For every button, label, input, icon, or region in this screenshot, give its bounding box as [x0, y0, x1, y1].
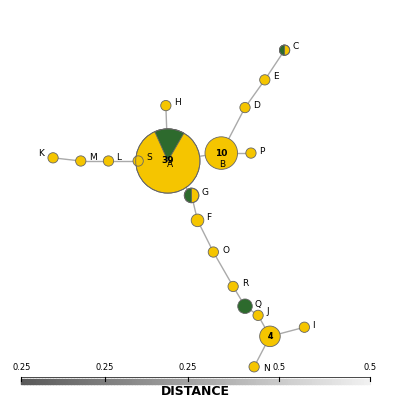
Circle shape [76, 156, 86, 166]
Circle shape [299, 322, 310, 332]
Text: 4: 4 [267, 332, 273, 341]
Circle shape [208, 247, 219, 257]
Text: H: H [174, 98, 180, 107]
Circle shape [246, 148, 256, 158]
Text: DISTANCE: DISTANCE [161, 385, 230, 398]
Circle shape [133, 156, 143, 166]
Circle shape [279, 45, 290, 55]
Text: C: C [292, 42, 299, 51]
Circle shape [48, 153, 58, 163]
Circle shape [161, 100, 171, 111]
Text: O: O [222, 246, 229, 254]
Text: 0.25: 0.25 [178, 363, 197, 372]
Text: P: P [259, 147, 264, 156]
Circle shape [260, 326, 280, 347]
Circle shape [228, 281, 238, 292]
Circle shape [260, 75, 270, 85]
Text: N: N [263, 364, 270, 373]
Text: 10: 10 [215, 148, 227, 158]
Text: A: A [167, 160, 173, 170]
Text: 0.25: 0.25 [12, 363, 31, 372]
Circle shape [191, 214, 204, 227]
Circle shape [184, 188, 199, 203]
Text: B: B [219, 160, 225, 170]
Text: S: S [146, 152, 152, 162]
Text: 0.5: 0.5 [272, 363, 285, 372]
Circle shape [249, 362, 259, 372]
Text: J: J [266, 307, 269, 316]
Circle shape [103, 156, 114, 166]
Text: F: F [206, 213, 211, 222]
Text: L: L [117, 152, 121, 162]
Text: 4: 4 [267, 332, 273, 341]
Text: 39: 39 [162, 156, 174, 166]
Text: Q: Q [255, 300, 262, 309]
Wedge shape [279, 45, 284, 55]
Text: D: D [253, 101, 260, 110]
Text: M: M [89, 152, 97, 162]
Circle shape [205, 137, 237, 169]
Text: K: K [38, 149, 44, 158]
Text: 0.25: 0.25 [95, 363, 114, 372]
Text: G: G [201, 188, 209, 197]
Text: I: I [312, 321, 315, 330]
Circle shape [253, 310, 263, 320]
Wedge shape [155, 129, 184, 161]
Text: 0.5: 0.5 [363, 363, 376, 372]
Circle shape [240, 102, 250, 113]
Circle shape [136, 129, 200, 193]
Text: E: E [273, 72, 279, 81]
Circle shape [238, 299, 252, 314]
Wedge shape [184, 188, 192, 203]
Text: R: R [242, 279, 248, 288]
